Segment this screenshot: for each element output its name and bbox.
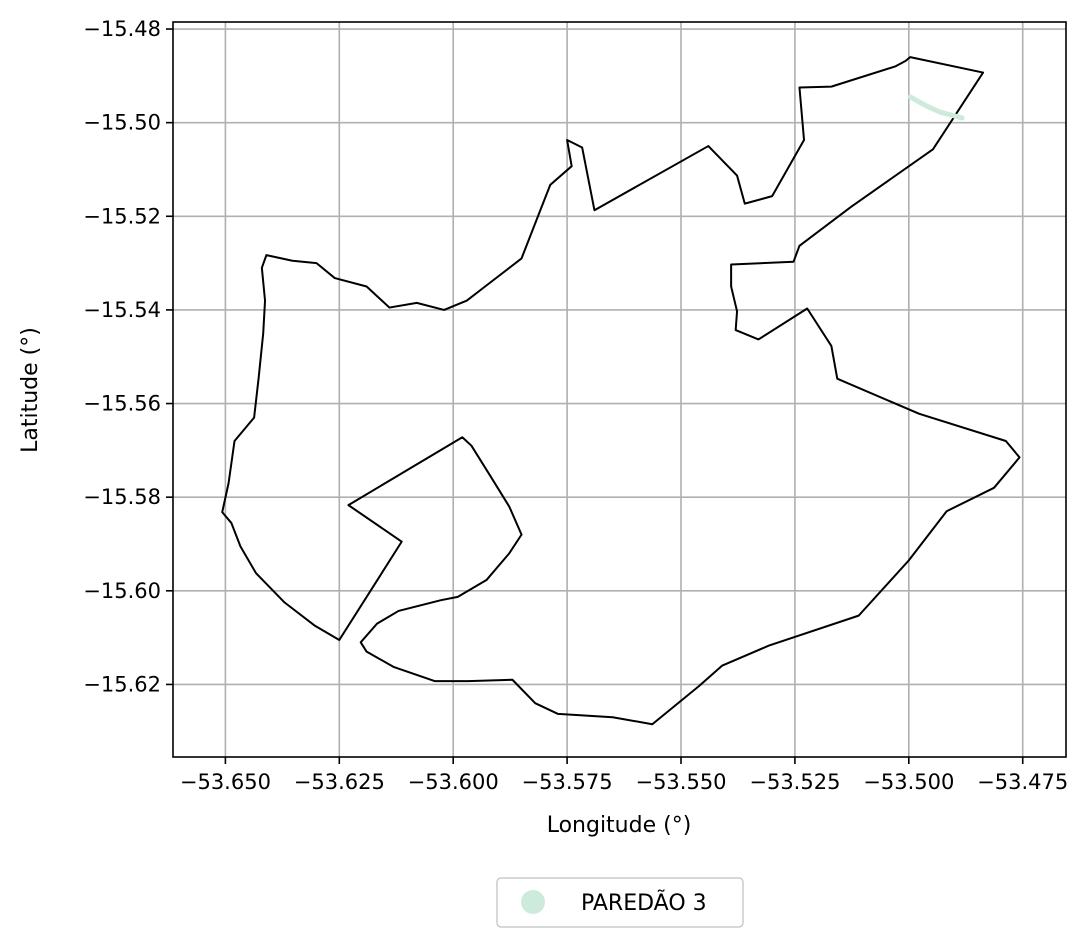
y-tick-label: −15.48 (83, 17, 161, 41)
feature-paredao-3 (907, 94, 965, 121)
plot-frame (172, 21, 1067, 758)
legend-box (496, 877, 744, 928)
x-tick-label: −53.475 (977, 770, 1068, 794)
feature-layer (907, 94, 965, 121)
legend-label-paredao-3: PAREDÃO 3 (581, 889, 707, 916)
x-tick-label: −53.600 (408, 770, 499, 794)
y-tick-label: −15.52 (83, 204, 161, 228)
x-tick-label: −53.650 (180, 770, 271, 794)
x-tick-label: −53.500 (863, 770, 954, 794)
legend: PAREDÃO 3 (496, 877, 744, 928)
y-tick-label: −15.54 (83, 298, 161, 322)
plot-content (221, 56, 1021, 726)
x-tick-label: −53.625 (294, 770, 385, 794)
y-tick-label: −15.56 (83, 392, 161, 416)
boundary-polygon (221, 56, 1021, 726)
x-tick-label: −53.525 (749, 770, 840, 794)
y-axis-ticks: −15.48 −15.50 −15.52 −15.54 −15.56 −15.58 −15.… (83, 17, 173, 696)
y-tick-label: −15.62 (83, 672, 161, 696)
gridlines (173, 22, 1066, 757)
x-tick-label: −53.575 (522, 770, 613, 794)
y-tick-label: −15.58 (83, 485, 161, 509)
y-tick-label: −15.60 (83, 579, 161, 603)
x-axis-label: Longitude (°) (547, 813, 692, 838)
x-axis-ticks: −53.650 −53.625 −53.600 −53.575 −53.550 −53.5… (180, 757, 1068, 794)
legend-marker-paredao-3 (521, 890, 545, 914)
y-tick-label: −15.50 (83, 111, 161, 135)
y-axis-label: Latitude (°) (18, 327, 43, 453)
x-tick-label: −53.550 (635, 770, 726, 794)
